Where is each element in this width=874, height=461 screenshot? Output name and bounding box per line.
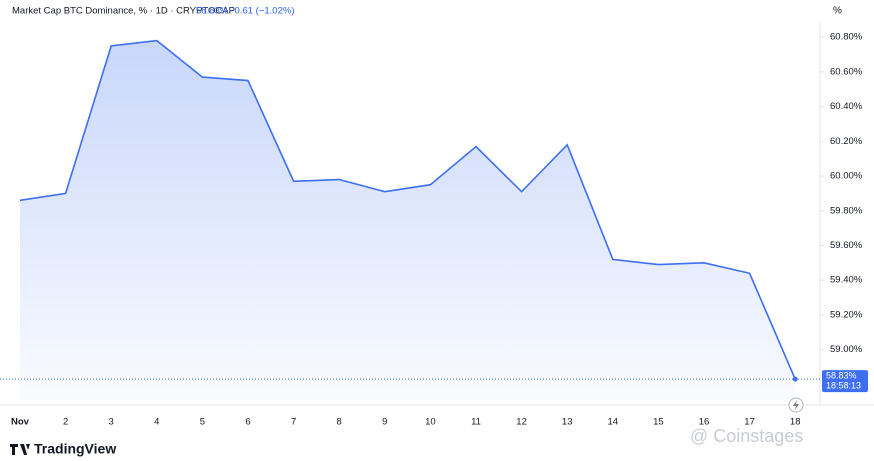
last-point: [792, 376, 798, 382]
bolt: [793, 400, 799, 410]
y-tick-label: 60.60%: [830, 66, 863, 77]
price-badge-value: 58.83%: [826, 371, 857, 381]
y-tick-label: 60.00%: [830, 171, 863, 182]
x-tick-label: 8: [337, 417, 342, 428]
area: [20, 40, 796, 400]
price: 58.83%: [196, 6, 229, 17]
x-tick-label: 4: [154, 417, 159, 428]
y-tick-label: 59.40%: [830, 275, 863, 286]
brand: TradingView: [34, 441, 116, 457]
y-tick-label: 60.80%: [830, 32, 863, 43]
x-tick-label: 3: [109, 417, 114, 428]
x-tick-label: 10: [425, 417, 436, 428]
x-tick-label: 9: [382, 417, 387, 428]
x-tick-label: 15: [653, 417, 664, 428]
y-tick-label: 59.00%: [830, 344, 863, 355]
change: −0.61 (−1.02%): [229, 6, 295, 17]
x-tick-label: 6: [245, 417, 250, 428]
y-tick-label: 60.40%: [830, 101, 863, 112]
symbol: Market Cap BTC Dominance, % · 1D · CRYPT…: [12, 6, 235, 17]
x-tick-label: 12: [516, 417, 527, 428]
x-tick-label: 5: [200, 417, 205, 428]
unit: %: [833, 6, 842, 17]
y-tick-label: 59.60%: [830, 240, 863, 251]
x-tick-label: 2: [63, 417, 68, 428]
y-tick-label: 59.20%: [830, 309, 863, 320]
line: [19, 39, 796, 380]
y-tick-label: 59.80%: [830, 205, 863, 216]
x-tick-label: 17: [744, 417, 755, 428]
x-tick-label: 7: [291, 417, 296, 428]
x-tick-label: 13: [562, 417, 573, 428]
x-tick-label: 18: [790, 417, 801, 428]
x-tick-label: Nov: [11, 417, 30, 428]
logo-icon: [10, 444, 30, 455]
x-tick-label: 16: [699, 417, 710, 428]
price-badge-countdown: 18:58:13: [826, 381, 861, 391]
x-tick-label: 14: [608, 417, 619, 428]
x-tick-label: 11: [471, 417, 481, 428]
price-badge: [822, 370, 868, 393]
y-tick-label: 60.20%: [830, 136, 863, 147]
watermark: @ Coinstages: [690, 426, 803, 446]
